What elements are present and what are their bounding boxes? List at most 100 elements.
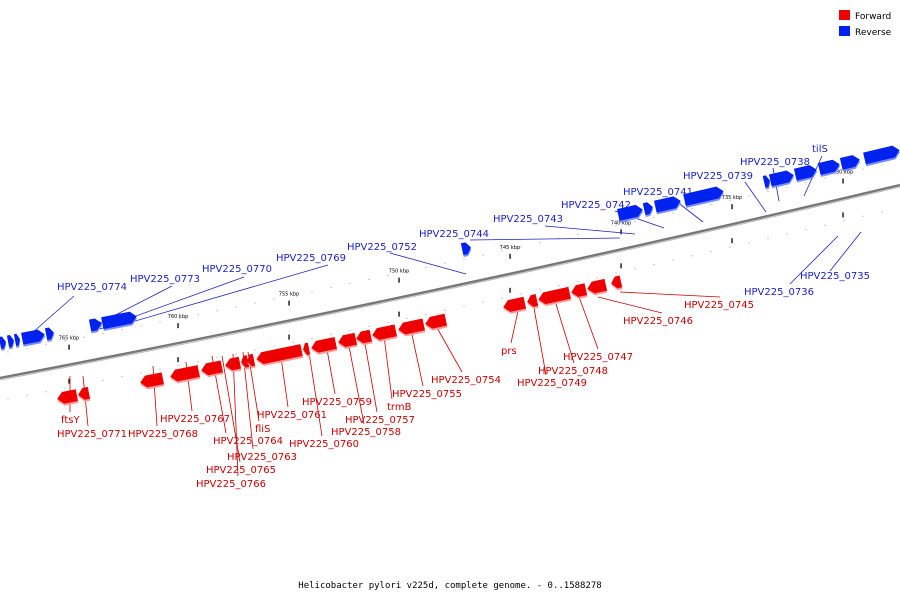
minor-tick-upper (862, 168, 864, 170)
minor-tick-upper (482, 254, 484, 256)
minor-tick-upper (501, 250, 503, 252)
forward-gene-arrow (256, 344, 304, 366)
gene-arrow-body (762, 175, 770, 188)
forward-gene-arrow (338, 332, 358, 350)
gene-label-hpv225-0755: HPV225_0755 (392, 389, 462, 400)
leader-line (410, 329, 424, 387)
gene-track (0, 145, 900, 406)
gene-label-hpv225-0763: HPV225_0763 (227, 452, 297, 463)
gene-label-hpv225-0773: HPV225_0773 (130, 274, 200, 285)
minor-tick-lower (406, 317, 408, 319)
forward-gene-arrow (170, 365, 201, 384)
minor-tick-upper (64, 340, 66, 342)
reverse-gene-arrow (683, 186, 724, 208)
genome-backbone (0, 183, 900, 380)
minor-tick-lower (330, 333, 332, 335)
gene-arrow-body (683, 186, 724, 206)
minor-tick-upper (881, 164, 883, 166)
minor-tick-lower (444, 309, 446, 311)
tick-label: 745 kbp (500, 245, 520, 251)
minor-tick-lower (881, 211, 883, 213)
minor-tick-upper (577, 233, 579, 235)
major-tick-upper (620, 229, 622, 235)
minor-tick-upper (596, 229, 598, 231)
major-tick-lower (177, 357, 179, 363)
gene-arrow-body (372, 324, 397, 340)
gene-arrow-body (201, 360, 223, 376)
minor-tick-lower (121, 376, 123, 378)
leader-line (577, 293, 599, 350)
gene-arrow-body (57, 389, 78, 404)
gene-label-hpv225-0764: HPV225_0764 (213, 436, 283, 447)
major-tick-lower (68, 378, 70, 384)
gene-label-hpv225-0765: HPV225_0765 (206, 465, 276, 476)
gene-arrow-body (571, 283, 588, 297)
minor-tick-upper (387, 274, 389, 276)
gene-arrow-body (13, 333, 20, 347)
minor-tick-upper (463, 258, 465, 260)
gene-label-hpv225-0748: HPV225_0748 (538, 366, 608, 377)
reverse-gene-arrow (21, 329, 46, 347)
gene-arrow-body (616, 204, 643, 221)
reverse-gene-arrow (762, 175, 771, 190)
gene-label-hpv225-0774: HPV225_0774 (57, 282, 127, 293)
gene-arrow-body (247, 353, 256, 367)
forward-gene-arrow (303, 342, 311, 357)
minor-tick-lower (653, 263, 655, 265)
forward-gene-arrow (527, 294, 539, 309)
legend-reverse-swatch (839, 26, 850, 36)
forward-gene-arrow (372, 324, 398, 342)
minor-tick-upper (615, 225, 617, 227)
minor-tick-upper (197, 314, 199, 316)
minor-tick-lower (64, 387, 66, 389)
gene-arrow-body (611, 275, 623, 289)
gene-label-hpv225-0771: HPV225_0771 (57, 429, 127, 440)
gene-label-hpv225-0745: HPV225_0745 (684, 300, 754, 311)
leader-line (117, 264, 329, 327)
gene-label-hpv225-0766: HPV225_0766 (196, 479, 266, 490)
gene-arrow-body (653, 196, 681, 213)
legend: Forward Reverse (839, 10, 892, 38)
minor-tick-lower (482, 301, 484, 303)
gene-label-hpv225-0747: HPV225_0747 (563, 352, 633, 363)
gene-arrow-body (170, 365, 200, 382)
gene-label-hpv225-0767: HPV225_0767 (160, 414, 230, 425)
leader-line (232, 353, 239, 477)
minor-tick-upper (7, 351, 9, 353)
forward-gene-arrow (225, 356, 242, 373)
reverse-gene-arrow (839, 155, 861, 172)
legend-reverse-label: Reverse (855, 28, 892, 38)
gene-arrow-body (256, 344, 303, 364)
gene-arrow-body (44, 327, 54, 341)
major-tick-lower (509, 287, 511, 293)
minor-tick-lower (672, 259, 674, 261)
minor-tick-lower (178, 364, 180, 366)
minor-tick-lower (387, 321, 389, 323)
label-leaders (31, 155, 862, 477)
reverse-gene-arrow (13, 333, 21, 348)
gene-label-hpv225-0738: HPV225_0738 (740, 157, 810, 168)
gene-label-ftsy: ftsY (61, 415, 80, 426)
gene-label-hpv225-0744: HPV225_0744 (419, 229, 489, 240)
minor-tick-upper (45, 344, 47, 346)
minor-tick-lower (140, 372, 142, 374)
tick-label: 750 kbp (389, 269, 409, 275)
gene-arrow-body (817, 159, 840, 175)
gene-arrow-body (527, 294, 539, 307)
gene-label-hpv225-0741: HPV225_0741 (623, 187, 693, 198)
forward-gene-arrow (425, 313, 448, 331)
gene-arrow-body (101, 311, 137, 330)
minor-tick-upper (349, 282, 351, 284)
minor-tick-lower (577, 280, 579, 282)
minor-tick-upper (672, 212, 674, 214)
leader-line (744, 181, 767, 213)
gene-label-tils: tilS (812, 144, 828, 155)
tick-label: 735 kbp (722, 195, 742, 201)
leader-line (555, 303, 575, 364)
gene-label-hpv225-0769: HPV225_0769 (276, 253, 346, 264)
reverse-gene-arrow (6, 335, 15, 350)
minor-tick-lower (292, 341, 294, 343)
reverse-gene-arrow (44, 327, 55, 342)
